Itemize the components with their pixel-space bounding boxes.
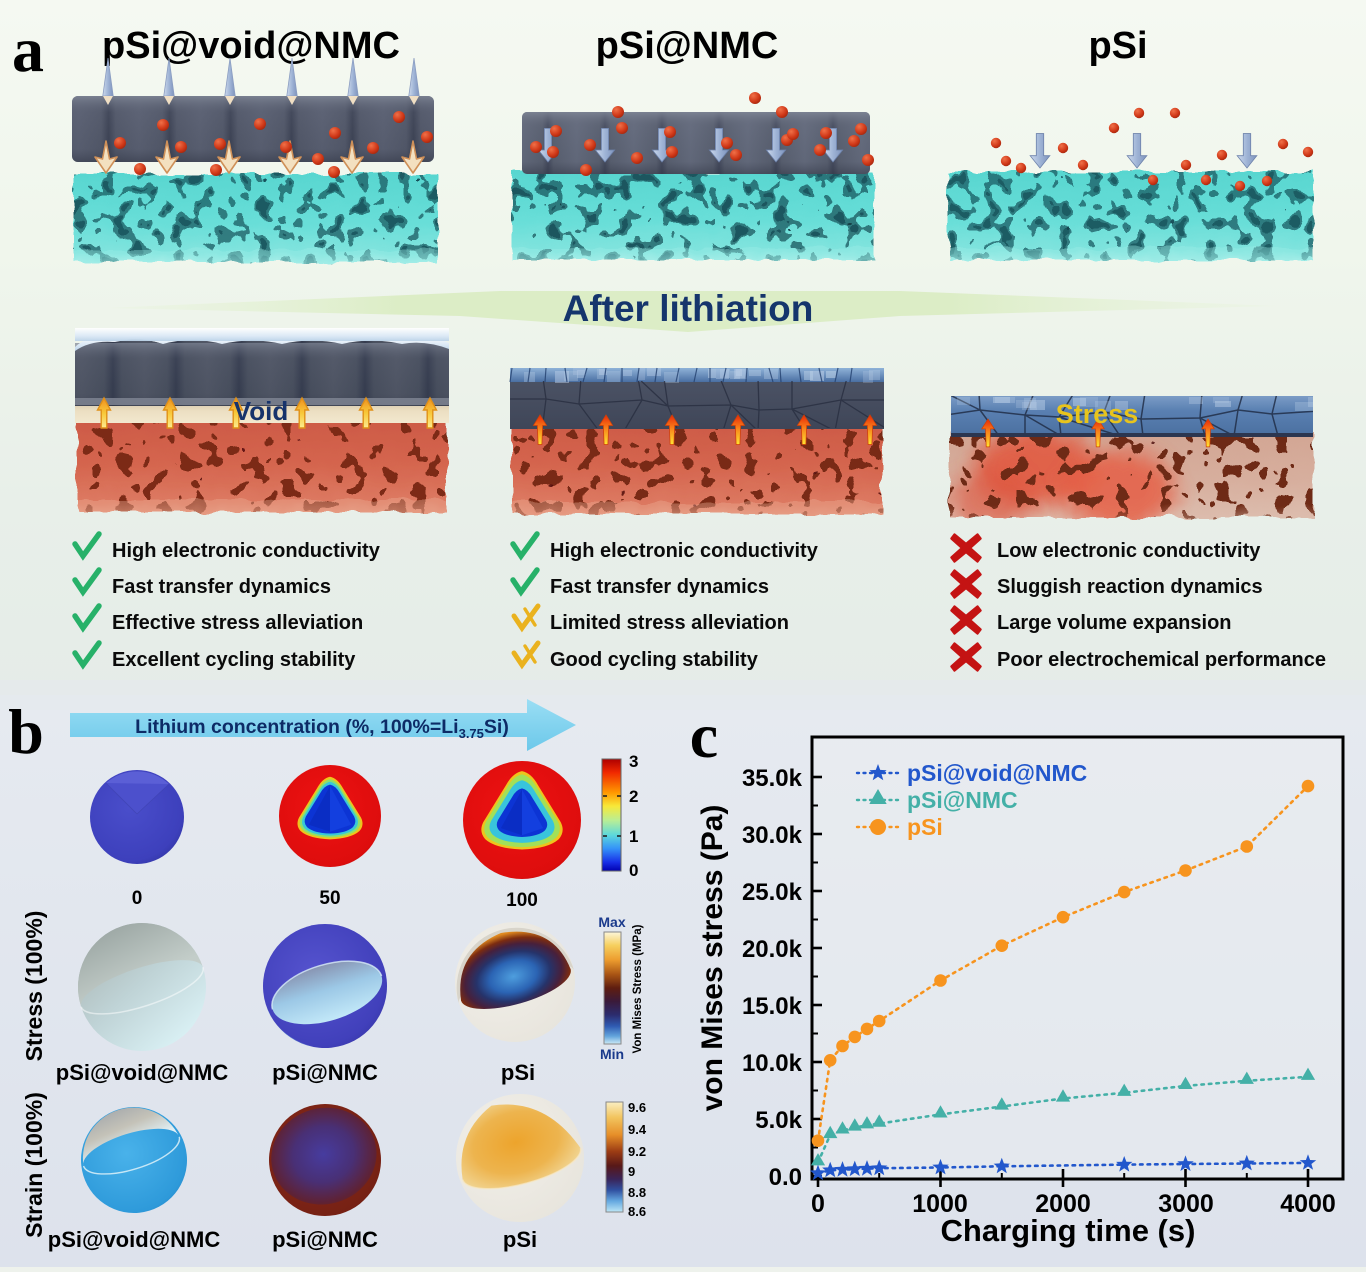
svg-text:5.0k: 5.0k [755,1107,802,1134]
svg-text:Stress: Stress [1056,399,1139,429]
svg-text:Excellent cycling stability: Excellent cycling stability [112,649,356,671]
svg-text:9.2: 9.2 [628,1144,646,1159]
svg-text:pSi: pSi [1088,25,1147,67]
svg-text:pSi@NMC: pSi@NMC [907,787,1018,813]
svg-text:High electronic conductivity: High electronic conductivity [112,540,381,562]
svg-text:Poor electrochemical performan: Poor electrochemical performance [997,649,1326,671]
svg-text:Void: Void [234,396,288,426]
svg-text:Low electronic conductivity: Low electronic conductivity [997,540,1261,562]
svg-text:0.0: 0.0 [769,1164,802,1191]
svg-text:0: 0 [629,861,638,880]
svg-text:pSi@void@NMC: pSi@void@NMC [48,1227,221,1252]
svg-text:8.6: 8.6 [628,1204,646,1219]
svg-text:Lithium concentration (%, 100%: Lithium concentration (%, 100%=Li3.75Si) [135,716,509,741]
svg-text:0: 0 [811,1190,825,1218]
svg-text:a: a [12,14,44,85]
svg-text:pSi: pSi [907,814,943,840]
svg-text:100: 100 [506,890,538,911]
svg-text:Von Mises Stress (MPa): Von Mises Stress (MPa) [632,924,644,1053]
svg-text:pSi@void@NMC: pSi@void@NMC [56,1060,229,1085]
svg-text:Fast transfer dynamics: Fast transfer dynamics [112,576,331,598]
svg-text:8.8: 8.8 [628,1185,646,1200]
svg-text:Limited stress alleviation: Limited stress alleviation [550,612,789,634]
svg-text:1: 1 [629,827,638,846]
svg-text:pSi: pSi [503,1227,537,1252]
svg-text:50: 50 [319,888,340,909]
svg-text:pSi: pSi [501,1060,535,1085]
svg-text:Sluggish reaction dynamics: Sluggish reaction dynamics [997,576,1263,598]
svg-text:pSi@void@NMC: pSi@void@NMC [907,760,1087,786]
svg-text:After lithiation: After lithiation [563,288,814,329]
svg-text:Charging time (s): Charging time (s) [941,1213,1196,1248]
svg-text:Max: Max [598,914,625,930]
svg-text:10.0k: 10.0k [742,1050,803,1077]
svg-text:Stress (100%): Stress (100%) [21,911,47,1062]
svg-text:pSi@void@NMC: pSi@void@NMC [102,25,400,67]
svg-text:pSi@NMC: pSi@NMC [596,25,779,67]
svg-text:b: b [8,696,44,767]
svg-text:1000: 1000 [912,1190,968,1218]
svg-text:9.4: 9.4 [628,1122,647,1137]
svg-text:Fast transfer dynamics: Fast transfer dynamics [550,576,769,598]
svg-text:15.0k: 15.0k [742,993,803,1020]
svg-text:Min: Min [600,1046,624,1062]
svg-text:4000: 4000 [1280,1190,1336,1218]
svg-text:25.0k: 25.0k [742,879,803,906]
svg-text:von Mises stress (Pa): von Mises stress (Pa) [696,805,729,1112]
svg-text:3: 3 [629,752,638,771]
svg-text:30.0k: 30.0k [742,822,803,849]
svg-text:High electronic conductivity: High electronic conductivity [550,540,819,562]
svg-text:20.0k: 20.0k [742,936,803,963]
svg-text:9: 9 [628,1164,635,1179]
svg-text:3000: 3000 [1158,1190,1214,1218]
svg-text:2000: 2000 [1035,1190,1091,1218]
svg-text:pSi@NMC: pSi@NMC [272,1227,378,1252]
svg-text:c: c [690,700,718,771]
svg-text:9.6: 9.6 [628,1100,646,1115]
svg-text:35.0k: 35.0k [742,765,803,792]
svg-text:Good cycling stability: Good cycling stability [550,649,759,671]
svg-text:2: 2 [629,787,638,806]
svg-text:0: 0 [132,888,143,909]
svg-text:pSi@NMC: pSi@NMC [272,1060,378,1085]
svg-text:Effective stress alleviation: Effective stress alleviation [112,612,363,634]
svg-text:Strain (100%): Strain (100%) [21,1092,47,1238]
svg-text:Large volume expansion: Large volume expansion [997,612,1232,634]
